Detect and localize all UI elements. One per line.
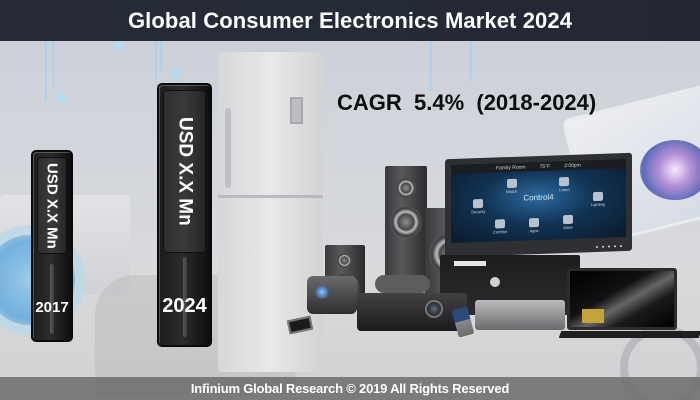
speaker-tweeter — [337, 253, 352, 268]
bar-slot-decoration — [50, 264, 54, 334]
camcorder — [307, 276, 357, 314]
bar-year-label: 2024 — [162, 295, 207, 317]
circuit-dot — [58, 95, 65, 102]
refrigerator-control-panel — [290, 97, 303, 124]
speaker-woofer — [390, 206, 422, 238]
comfort-icon: Comfort — [493, 219, 507, 235]
bar-2017: USD X.X Mn 2017 — [31, 150, 73, 342]
bar-value-panel: USD X.X Mn — [37, 157, 67, 254]
bar-year-label: 2017 — [35, 299, 69, 316]
screen-room-label: Family Room — [496, 163, 526, 171]
game-controller — [375, 275, 430, 293]
copyright-text: Infinium Global Research © 2019 All Righ… — [190, 381, 510, 396]
bar-slot-decoration — [183, 257, 187, 337]
lighting-icon: Lighting — [591, 191, 605, 207]
refrigerator-handle — [225, 108, 231, 188]
laptop-logo — [582, 309, 604, 323]
circuit-dot — [115, 42, 122, 49]
tower-speaker — [385, 166, 427, 286]
receiver-display — [454, 261, 486, 266]
screen-time: 2:00pm — [564, 162, 581, 169]
circuit-dot — [172, 70, 179, 77]
screen-temperature: 75°F — [539, 163, 551, 170]
projector — [357, 293, 467, 331]
speaker-tweeter — [396, 178, 416, 198]
cagr-annotation: CAGR 5.4% (2018-2024) — [337, 90, 597, 115]
circuit-line — [155, 41, 157, 81]
bar-value-panel: USD X.X Mn — [163, 90, 206, 253]
smart-home-display: Family Room 75°F 2:00pm Control4 Securit… — [445, 152, 632, 258]
display-screen: Family Room 75°F 2:00pm Control4 Securit… — [451, 158, 626, 244]
bar-value-label: USD X.X Mn — [43, 162, 61, 249]
projector-lens — [425, 300, 443, 318]
laptop-keyboard — [558, 331, 700, 338]
page-title: Global Consumer Electronics Market 2024 — [127, 7, 573, 33]
copyright-banner: Infinium Global Research © 2019 All Righ… — [0, 377, 700, 400]
laptop-screen — [567, 268, 677, 330]
apps-icon: Apps — [529, 217, 539, 233]
galaxy-image — [640, 140, 700, 200]
consumer-electronics-image: Family Room 75°F 2:00pm Control4 Securit… — [285, 148, 700, 343]
camcorder-lens — [315, 285, 329, 299]
security-icon: Security — [471, 198, 485, 214]
receiver-knob — [490, 277, 500, 287]
monitor-buttons — [596, 245, 622, 248]
circuit-line — [430, 41, 432, 91]
circuit-line — [52, 41, 54, 86]
more-icon: More — [563, 214, 573, 230]
refrigerator-door-split — [218, 195, 323, 198]
bar-2024: USD X.X Mn 2024 — [157, 83, 212, 347]
control4-logo: Control4 — [523, 192, 554, 203]
watch-icon: Watch — [506, 178, 517, 194]
screen-status-bar: Family Room 75°F 2:00pm — [451, 158, 626, 175]
bar-value-label: USD X.X Mn — [174, 117, 196, 226]
turntable — [475, 300, 565, 330]
title-banner: Global Consumer Electronics Market 2024 — [0, 0, 700, 41]
circuit-line — [160, 41, 162, 71]
circuit-line — [470, 41, 472, 81]
camcorder-screen — [286, 315, 314, 335]
listen-icon: Listen — [559, 176, 570, 192]
circuit-line — [45, 41, 47, 101]
